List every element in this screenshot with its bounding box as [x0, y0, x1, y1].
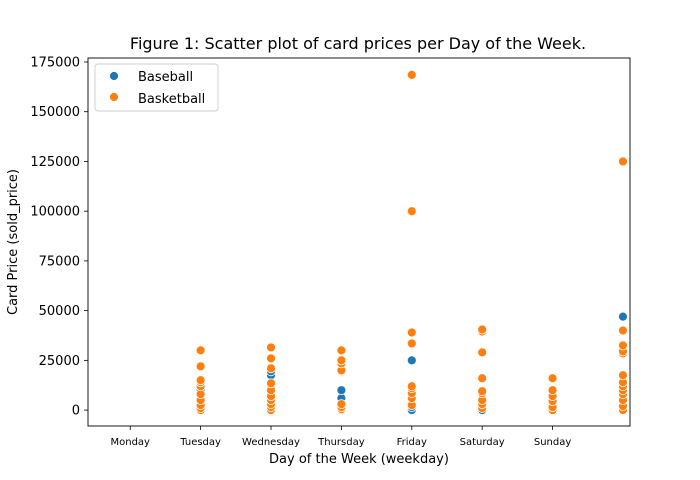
point-basketball: [406, 338, 417, 349]
x-tick-label: Sunday: [534, 437, 571, 448]
y-tick-label: 125000: [30, 155, 80, 170]
point-baseball: [336, 385, 347, 396]
legend-box: [94, 63, 219, 112]
point-basketball: [406, 70, 417, 80]
point-basketball: [336, 399, 347, 410]
y-tick-label: 100000: [30, 205, 80, 220]
point-basketball: [266, 363, 276, 374]
point-baseball: [406, 355, 417, 366]
point-basketball: [477, 347, 488, 358]
y-tick-label: 50000: [39, 304, 80, 319]
point-basketball: [406, 327, 417, 338]
point-basketball: [266, 342, 276, 353]
point-basketball: [406, 381, 417, 392]
x-tick-label: Saturday: [460, 437, 505, 448]
x-tick-label: Friday: [397, 437, 427, 448]
point-basketball: [477, 386, 488, 397]
data-points: [195, 70, 628, 415]
x-axis-ticks: Monday Tuesday Wednesday Thursday Friday Satu…: [110, 426, 571, 448]
point-basketball: [618, 325, 628, 336]
y-tick-label: 75000: [39, 254, 80, 269]
point-basketball: [477, 324, 488, 335]
y-tick-label: 25000: [39, 354, 80, 369]
x-tick-label: Monday: [110, 437, 150, 448]
point-basketball: [406, 206, 417, 217]
point-basketball: [336, 345, 347, 356]
legend-label-baseball: Baseball: [138, 70, 193, 85]
y-tick-label: 150000: [30, 105, 80, 120]
point-basketball: [266, 353, 276, 364]
point-basketball: [195, 345, 206, 356]
legend-label-basketball: Basketball: [138, 92, 205, 107]
legend: Baseball Basketball: [94, 63, 219, 112]
y-tick-label: 175000: [30, 55, 80, 70]
y-axis-ticks: 0 25000 50000 75000 100000 125000 150000 175000: [30, 55, 88, 419]
y-axis-label: Card Price (sold_price): [6, 169, 21, 315]
point-basketball: [547, 373, 558, 384]
point-basketball: [547, 385, 558, 396]
point-basketball: [618, 340, 628, 351]
point-basketball: [618, 156, 628, 167]
point-basketball: [266, 378, 276, 389]
y-tick-label: 0: [72, 404, 80, 419]
x-tick-label: Thursday: [317, 437, 365, 448]
point-basketball: [477, 373, 488, 384]
point-baseball: [618, 311, 628, 322]
x-axis-label: Day of the Week (weekday): [269, 452, 449, 467]
legend-marker-basketball: [109, 92, 119, 102]
chart-title: Figure 1: Scatter plot of card prices pe…: [130, 34, 586, 53]
x-tick-label: Wednesday: [242, 437, 300, 448]
point-basketball: [195, 361, 206, 372]
plot-area-frame: [87, 57, 631, 427]
point-basketball: [618, 370, 628, 381]
x-tick-label: Tuesday: [179, 437, 221, 448]
point-basketball: [336, 355, 347, 366]
legend-marker-baseball: [109, 71, 119, 81]
point-basketball: [195, 375, 206, 386]
